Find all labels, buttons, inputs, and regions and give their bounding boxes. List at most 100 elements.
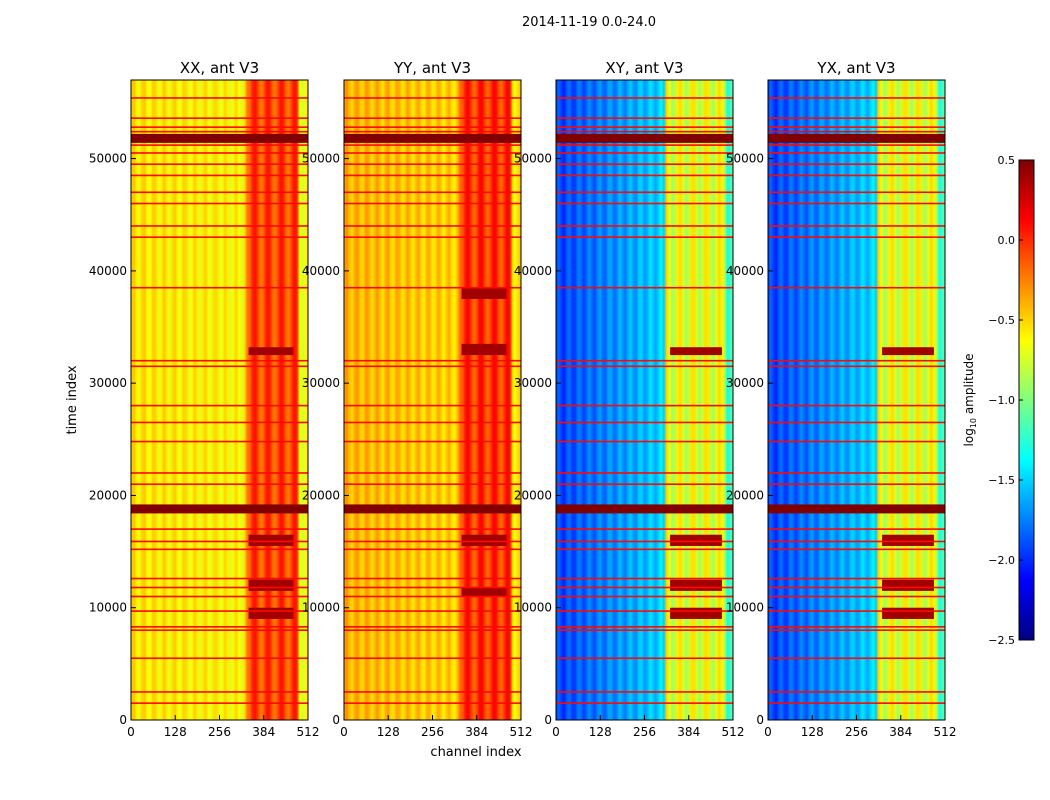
flagged-row — [556, 548, 733, 551]
x-tick-label: 256 — [845, 725, 868, 739]
strong-band — [248, 607, 294, 619]
heatmap-field — [344, 80, 521, 720]
figure-title: 2014-11-19 0.0-24.0 — [522, 15, 656, 30]
flagged-row — [556, 595, 733, 598]
x-tick-label: 256 — [633, 725, 656, 739]
x-tick-label: 512 — [510, 725, 533, 739]
flagged-row — [131, 702, 308, 704]
x-tick-label: 128 — [589, 725, 612, 739]
flagged-row — [344, 236, 521, 238]
flagged-row — [768, 610, 945, 612]
colorbar-tick-label: 0.5 — [998, 154, 1016, 167]
flagged-row — [344, 404, 521, 407]
panel-title: YY, ant V3 — [393, 59, 471, 77]
colorbar-tick-label: −1.0 — [988, 394, 1015, 407]
strong-band — [248, 579, 294, 591]
panel-title: YX, ant V3 — [816, 59, 895, 77]
y-tick-label: 30000 — [302, 376, 340, 390]
saturated-row — [344, 133, 521, 143]
flagged-row — [344, 528, 521, 530]
flagged-row — [344, 595, 521, 598]
flagged-row — [556, 144, 733, 146]
strong-band — [882, 347, 934, 356]
flagged-row — [131, 163, 308, 166]
saturated-row — [768, 133, 945, 143]
flagged-row — [344, 440, 521, 443]
flagged-row — [344, 130, 521, 133]
flagged-row — [768, 577, 945, 580]
y-tick-label: 50000 — [514, 152, 552, 166]
flagged-row — [131, 586, 308, 589]
y-tick-label: 30000 — [89, 376, 127, 390]
flagged-row — [131, 440, 308, 443]
flagged-row — [556, 163, 733, 166]
flagged-row — [131, 225, 308, 227]
flagged-row — [556, 657, 733, 660]
flagged-row — [344, 626, 521, 628]
saturated-row — [131, 133, 308, 143]
flagged-row — [556, 472, 733, 474]
flagged-row — [768, 144, 945, 146]
y-tick-label: 30000 — [514, 376, 552, 390]
saturated-row — [131, 504, 308, 514]
y-tick-label: 40000 — [89, 264, 127, 278]
y-tick-label: 10000 — [514, 601, 552, 615]
flagged-row — [131, 657, 308, 660]
y-tick-label: 30000 — [726, 376, 764, 390]
flagged-row — [131, 117, 308, 119]
flagged-row — [556, 528, 733, 530]
flagged-row — [768, 626, 945, 628]
strong-band — [248, 347, 294, 356]
flagged-row — [131, 626, 308, 628]
flagged-row — [556, 702, 733, 704]
flagged-row — [131, 629, 308, 631]
flagged-row — [131, 691, 308, 693]
flagged-row — [556, 152, 733, 154]
strong-band — [670, 607, 722, 619]
colorbar-tick-label: 0.0 — [998, 234, 1016, 247]
flagged-row — [131, 528, 308, 530]
flagged-row — [768, 483, 945, 486]
x-tick-label: 128 — [801, 725, 824, 739]
y-tick-label: 40000 — [726, 264, 764, 278]
flagged-row — [768, 191, 945, 194]
flagged-row — [768, 130, 945, 133]
panel-title: XY, ant V3 — [605, 59, 683, 77]
flagged-row — [556, 365, 733, 368]
y-tick-label: 20000 — [89, 488, 127, 502]
flagged-row — [344, 586, 521, 589]
flagged-row — [344, 225, 521, 227]
strong-band — [882, 534, 934, 546]
flagged-row — [131, 472, 308, 474]
flagged-row — [556, 130, 733, 133]
x-axis-label: channel index — [430, 745, 521, 760]
y-axis-label: time index — [65, 365, 80, 434]
flagged-row — [131, 144, 308, 146]
flagged-row — [556, 359, 733, 362]
flagged-row — [131, 421, 308, 424]
flagged-row — [768, 440, 945, 443]
flagged-row — [768, 548, 945, 551]
flagged-row — [556, 629, 733, 631]
saturated-row — [556, 133, 733, 143]
y-tick-label: 50000 — [89, 152, 127, 166]
flagged-row — [768, 359, 945, 362]
flagged-row — [768, 286, 945, 289]
flagged-row — [556, 691, 733, 693]
y-tick-label: 20000 — [302, 488, 340, 502]
flagged-row — [344, 629, 521, 631]
flagged-row — [768, 472, 945, 474]
y-tick-label: 10000 — [302, 601, 340, 615]
x-tick-label: 0 — [127, 725, 135, 739]
flagged-row — [556, 577, 733, 580]
flagged-row — [344, 359, 521, 362]
colorbar-tick-label: −2.0 — [988, 554, 1015, 567]
strong-band — [670, 347, 722, 356]
colorbar-tick-label: −2.5 — [988, 634, 1015, 647]
flagged-row — [344, 152, 521, 154]
flagged-row — [556, 586, 733, 589]
flagged-row — [768, 174, 945, 177]
flagged-row — [344, 548, 521, 551]
colorbar-tick-label: −1.5 — [988, 474, 1015, 487]
flagged-row — [131, 174, 308, 177]
